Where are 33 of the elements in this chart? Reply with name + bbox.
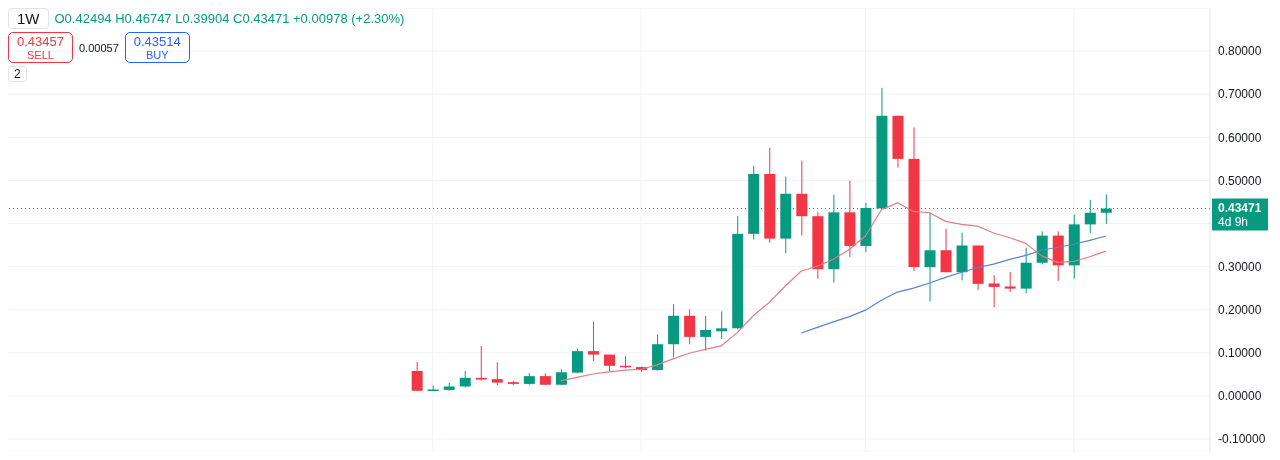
candlestick [491, 361, 503, 386]
candlestick [988, 274, 1000, 308]
ref-line-label: 0.43471 [1218, 200, 1262, 215]
y-tick-label: 0.10000 [1218, 346, 1262, 361]
candlestick [1004, 271, 1016, 293]
annotation: 2 [8, 66, 27, 82]
candlestick [940, 228, 952, 273]
annotation: 0.43457 [17, 34, 64, 49]
y-tick-label: 0.70000 [1218, 87, 1262, 102]
annotation: 0.43514 [133, 34, 181, 49]
candlestick [571, 348, 583, 374]
y-tick-label: -0.10000 [1218, 432, 1266, 447]
annotation: SELL [26, 49, 55, 61]
annotation: O0.42494 H0.46747 L0.39904 C0.43471 +0.00978 (+2.30%) [54, 11, 405, 26]
annotation: 0.00057 [79, 41, 119, 54]
chart-title: 1W [8, 8, 49, 29]
y-tick-label: 0.00000 [1218, 389, 1262, 404]
text: 4d 9h [1218, 214, 1249, 229]
y-tick-label: 0.80000 [1218, 44, 1262, 59]
y-tick-label: 0.20000 [1218, 303, 1262, 318]
candlestick [924, 211, 936, 303]
line-series [800, 235, 1107, 334]
annotation: BUY [144, 49, 170, 61]
y-tick-label: 0.50000 [1218, 173, 1262, 188]
candlestick [587, 321, 599, 362]
candlestick [716, 310, 728, 340]
y-tick-label: 0.60000 [1218, 130, 1262, 145]
candlestick [796, 160, 808, 237]
candlestick [700, 315, 712, 352]
y-tick-label: 0.30000 [1218, 259, 1262, 274]
candlestick [475, 345, 487, 381]
candlestick [411, 361, 423, 392]
candlestick [684, 308, 696, 345]
